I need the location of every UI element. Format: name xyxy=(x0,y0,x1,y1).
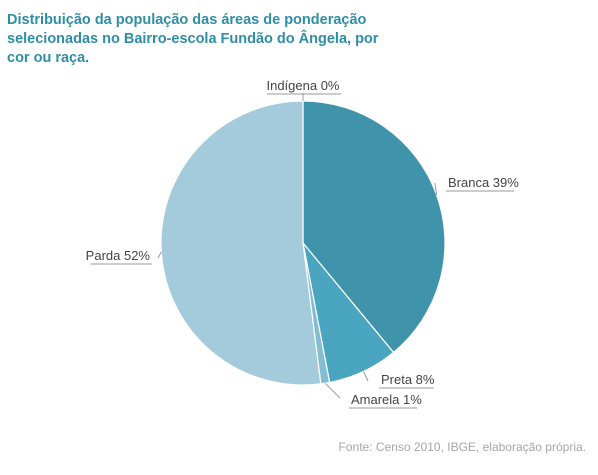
leader-lines xyxy=(90,93,514,409)
chart-title: Distribuição da população das áreas de p… xyxy=(7,12,379,66)
leader-line-amarela xyxy=(324,382,341,399)
slice-label-indigena: Indígena 0% xyxy=(266,78,339,93)
slice-labels: Branca 39% Preta 8% Amarela 1% Indígena 0% P… xyxy=(86,78,520,407)
pie-slices xyxy=(160,100,446,386)
pie-slice-parda xyxy=(160,100,322,386)
slice-label-branca: Branca 39% xyxy=(448,175,519,190)
slice-label-preta: Preta 8% xyxy=(381,372,435,387)
leader-line-preta xyxy=(363,371,369,382)
pie-slice-branca xyxy=(302,100,446,354)
slice-label-amarela: Amarela 1% xyxy=(351,392,422,407)
leader-line-parda xyxy=(157,251,162,259)
leader-line-branca xyxy=(434,182,438,195)
slice-label-parda: Parda 52% xyxy=(86,248,151,263)
source-note: Fonte: Censo 2010, IBGE, elaboração próp… xyxy=(338,440,586,454)
